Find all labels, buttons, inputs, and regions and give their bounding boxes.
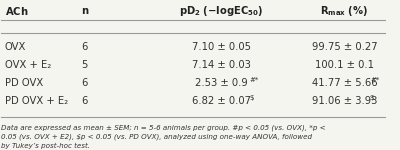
Text: Data are expressed as mean ± SEM; n = 5-6 animals per group. #p < 0.05 (vs. OVX): Data are expressed as mean ± SEM; n = 5-… [1,124,325,131]
Text: #*: #* [370,77,380,83]
Text: 0.05 (vs. OVX + E2), $p < 0.05 (vs. PD OVX), analyzed using one-way ANOVA, follo: 0.05 (vs. OVX + E2), $p < 0.05 (vs. PD O… [1,134,312,140]
Text: OVX + E₂: OVX + E₂ [4,60,51,70]
Text: $\mathbf{ACh}$: $\mathbf{ACh}$ [4,5,28,17]
Text: 91.06 ± 3.93: 91.06 ± 3.93 [312,96,377,106]
Text: 6.82 ± 0.07: 6.82 ± 0.07 [192,96,251,106]
Text: 6: 6 [81,78,88,88]
Text: 7.14 ± 0.03: 7.14 ± 0.03 [192,60,251,70]
Text: $: $ [369,94,374,100]
Text: OVX: OVX [4,42,26,52]
Text: PD OVX: PD OVX [4,78,43,88]
Text: $\mathbf{n}$: $\mathbf{n}$ [81,6,90,16]
Text: 6: 6 [81,42,88,52]
Text: 5: 5 [81,60,88,70]
Text: $\mathbf{pD_2\ (-logEC_{50})}$: $\mathbf{pD_2\ (-logEC_{50})}$ [179,4,264,18]
Text: 41.77 ± 5.66: 41.77 ± 5.66 [312,78,377,88]
Text: 100.1 ± 0.1: 100.1 ± 0.1 [315,60,374,70]
Text: #*: #* [249,77,258,83]
Text: PD OVX + E₂: PD OVX + E₂ [4,96,68,106]
Text: 2.53 ± 0.9: 2.53 ± 0.9 [195,78,248,88]
Text: $: $ [249,94,254,100]
Text: 7.10 ± 0.05: 7.10 ± 0.05 [192,42,251,52]
Text: $\mathbf{R_{max}\ (\%)}$: $\mathbf{R_{max}\ (\%)}$ [320,4,368,18]
Text: 99.75 ± 0.27: 99.75 ± 0.27 [312,42,377,52]
Text: 6: 6 [81,96,88,106]
Text: by Tukey’s post-hoc test.: by Tukey’s post-hoc test. [1,143,90,149]
